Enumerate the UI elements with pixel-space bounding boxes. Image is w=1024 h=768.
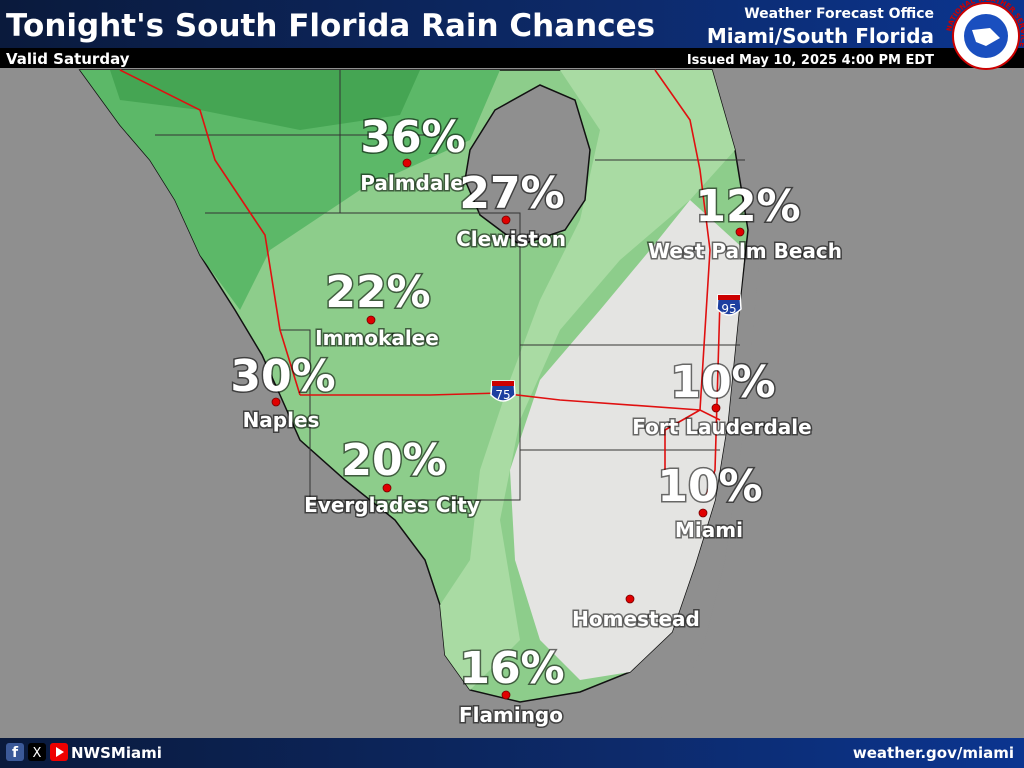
office: Weather Forecast Office (744, 6, 934, 22)
footer-url[interactable]: weather.gov/miami (853, 744, 1014, 762)
subtitle: Valid Saturday (6, 50, 130, 68)
city-dot (501, 690, 511, 700)
interstate-shield: 75 (490, 380, 516, 402)
city-name: Fort Lauderdale (632, 415, 811, 439)
city-name: Homestead (572, 607, 700, 631)
dry-zone (510, 200, 745, 680)
nws-logo: NATIONAL WEATHER SERVICE (945, 0, 1024, 70)
city-dot (711, 403, 721, 413)
rain-chance: 36% (360, 112, 465, 163)
atlantic (640, 68, 1024, 738)
rain-chance: 10% (657, 461, 762, 512)
svg-text:X: X (33, 746, 42, 761)
rain-chance: 12% (695, 181, 800, 232)
rain-chance: 22% (325, 267, 430, 318)
city-name: Flamingo (459, 703, 563, 727)
rain-chance: 30% (230, 351, 335, 402)
city-dot (698, 508, 708, 518)
wet-zone (80, 70, 500, 310)
issued: Issued May 10, 2025 4:00 PM EDT (687, 53, 934, 68)
lake (464, 84, 591, 246)
rain-chance: 16% (459, 643, 564, 694)
city-dot (501, 215, 511, 225)
subheader-bar (0, 48, 1024, 68)
social-icons: f X (6, 743, 68, 761)
city-dot (402, 158, 412, 168)
footer-bar (0, 738, 1024, 768)
city-name: Clewiston (456, 227, 566, 251)
city-dot (366, 315, 376, 325)
city-dot (735, 227, 745, 237)
title: Tonight's South Florida Rain Chances (6, 8, 655, 44)
city-name: Immokalee (315, 326, 439, 350)
shield-number: 95 (721, 302, 736, 316)
header-bar (0, 0, 1024, 48)
county-lines (155, 70, 745, 501)
city-name: Palmdale (360, 171, 464, 195)
highways (119, 69, 721, 501)
footer-handle[interactable]: NWSMiami (71, 744, 162, 762)
city-name: Everglades City (304, 493, 480, 517)
city-name: Naples (243, 408, 320, 432)
city-name: Miami (675, 518, 743, 542)
shield-top (492, 381, 514, 386)
city-name: West Palm Beach (648, 239, 842, 263)
rain-chance: 20% (341, 435, 446, 486)
city-dot (382, 483, 392, 493)
svg-text:f: f (12, 745, 19, 761)
interstate-shield: 95 (716, 294, 742, 316)
office-name: Miami/South Florida (707, 24, 934, 48)
rain-chance: 10% (670, 357, 775, 408)
light-zone (440, 70, 735, 690)
shield-top (718, 295, 740, 300)
wettest-zone (110, 70, 420, 130)
city-dot (271, 397, 281, 407)
rain-chance: 27% (459, 168, 564, 219)
shield-number: 75 (495, 388, 510, 402)
city-dot (625, 594, 635, 604)
